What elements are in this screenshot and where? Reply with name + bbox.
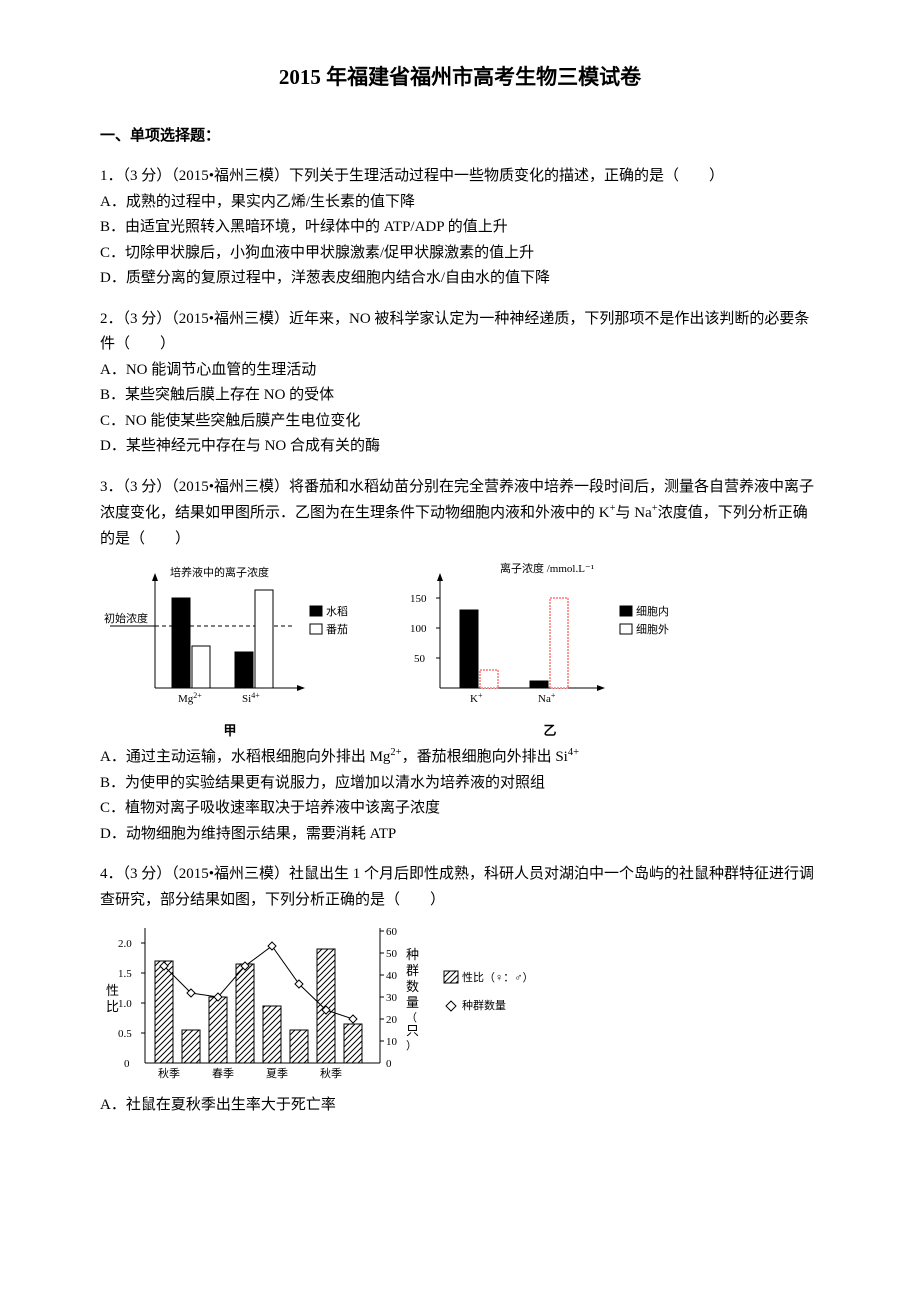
q4-x-autumn1: 秋季 (158, 1066, 180, 1080)
jia-ylabel: 培养液中的离子浓度 (170, 565, 269, 579)
svg-text:量: 量 (406, 995, 419, 1010)
svg-text:）: ） (406, 1039, 417, 1052)
question-1: 1．（3 分）（2015•福州三模）下列关于生理活动过程中一些物质变化的描述，正… (100, 164, 820, 292)
q2-option-c: C．NO 能使某些突触后膜产生电位变化 (100, 409, 820, 435)
yi-ylabel: 离子浓度 /mmol.L⁻¹ (500, 561, 594, 575)
yi-legend-in: 细胞内 (636, 604, 669, 618)
q4-x-spring: 春季 (212, 1067, 234, 1080)
q3-figures: 培养液中的离子浓度 初始浓度 Mg2+ Si4+ 水稻 番茄 (100, 558, 820, 742)
page-title: 2015 年福建省福州市高考生物三模试卷 (100, 60, 820, 96)
q3-fig-jia: 培养液中的离子浓度 初始浓度 Mg2+ Si4+ 水稻 番茄 (100, 558, 360, 742)
svg-text:Na+: Na+ (538, 691, 556, 705)
svg-text:群: 群 (406, 963, 419, 978)
q3-stem-part2: 与 Na (616, 505, 652, 521)
q2-stem: 2．（3 分）（2015•福州三模）近年来，NO 被科学家认定为一种神经递质，下… (100, 307, 820, 358)
q3-option-a: A．通过主动运输，水稻根细胞向外排出 Mg2+，番茄根细胞向外排出 Si4+ (100, 744, 820, 771)
q4-yl-20: 2.0 (118, 938, 132, 950)
q1-option-b: B．由适宜光照转入黑暗环境，叶绿体中的 ATP/ADP 的值上升 (100, 215, 820, 241)
q4-yl-15: 1.5 (118, 968, 132, 980)
q2-option-a: A．NO 能调节心血管的生理活动 (100, 358, 820, 384)
svg-text:Mg2+: Mg2+ (178, 691, 202, 705)
svg-text:只: 只 (406, 1023, 419, 1038)
question-3: 3．（3 分）（2015•福州三模）将番茄和水稻幼苗分别在完全营养液中培养一段时… (100, 475, 820, 848)
q4-x-autumn2: 秋季 (320, 1066, 342, 1080)
q4-yr-10: 10 (386, 1036, 398, 1048)
q4-yr-60: 60 (386, 926, 398, 938)
q3-option-d: D．动物细胞为维持图示结果，需要消耗 ATP (100, 822, 820, 848)
q4-option-a: A．社鼠在夏秋季出生率大于死亡率 (100, 1093, 820, 1119)
q4-yr-30: 30 (386, 992, 398, 1004)
jia-init-label: 初始浓度 (104, 611, 148, 625)
yi-tick-150: 150 (410, 593, 427, 605)
q3-a-part1: A．通过主动运输，水稻根细胞向外排出 Mg (100, 749, 390, 765)
q3-chart-jia: 培养液中的离子浓度 初始浓度 Mg2+ Si4+ 水稻 番茄 (100, 558, 360, 718)
svg-text:K+: K+ (470, 691, 483, 705)
q4-legend-pop: 种群数量 (462, 998, 506, 1012)
question-4: 4．（3 分）（2015•福州三模）社鼠出生 1 个月后即性成熟，科研人员对湖泊… (100, 862, 820, 1119)
q1-option-d: D．质壁分离的复原过程中，洋葱表皮细胞内结合水/自由水的值下降 (100, 266, 820, 292)
q2-option-d: D．某些神经元中存在与 NO 合成有关的酶 (100, 434, 820, 460)
q1-option-a: A．成熟的过程中，果实内乙烯/生长素的值下降 (100, 190, 820, 216)
svg-text:Si4+: Si4+ (242, 691, 260, 705)
yi-legend-out: 细胞外 (636, 623, 669, 636)
yi-tick-50: 50 (414, 653, 426, 665)
q3-stem: 3．（3 分）（2015•福州三模）将番茄和水稻幼苗分别在完全营养液中培养一段时… (100, 475, 820, 553)
q3-option-c: C．植物对离子吸收速率取决于培养液中该离子浓度 (100, 796, 820, 822)
q4-yl-10: 1.0 (118, 998, 132, 1010)
q4-yl-label-line1: 性 (106, 983, 119, 998)
q3-fig-yi: 离子浓度 /mmol.L⁻¹ 50 100 150 K+ Na+ 细胞 (400, 558, 700, 742)
section-heading: 一、单项选择题： (100, 124, 820, 150)
q4-yr-0: 0 (386, 1058, 392, 1070)
yi-caption: 乙 (543, 720, 556, 742)
q4-stem: 4．（3 分）（2015•福州三模）社鼠出生 1 个月后即性成熟，科研人员对湖泊… (100, 862, 820, 913)
svg-text:数: 数 (406, 979, 419, 994)
q1-option-c: C．切除甲状腺后，小狗血液中甲状腺激素/促甲状腺激素的值上升 (100, 241, 820, 267)
jia-legend-rice: 水稻 (326, 605, 348, 618)
q4-chart: 0 0.5 1.0 1.5 2.0 0 10 20 30 40 50 60 性 … (100, 913, 560, 1093)
svg-text:种: 种 (406, 947, 419, 962)
q4-legend-ratio: 性比（♀：♂） (462, 970, 534, 984)
q1-stem: 1．（3 分）（2015•福州三模）下列关于生理活动过程中一些物质变化的描述，正… (100, 164, 820, 190)
q4-yl-label-line2: 比 (106, 999, 119, 1014)
question-2: 2．（3 分）（2015•福州三模）近年来，NO 被科学家认定为一种神经递质，下… (100, 307, 820, 460)
q4-x-summer: 夏季 (266, 1067, 288, 1080)
q4-yr-40: 40 (386, 970, 398, 982)
jia-legend-tomato: 番茄 (326, 622, 348, 636)
q4-yr-50: 50 (386, 948, 398, 960)
q2-option-b: B．某些突触后膜上存在 NO 的受体 (100, 383, 820, 409)
jia-caption: 甲 (223, 720, 236, 742)
yi-tick-100: 100 (410, 623, 427, 635)
q3-a-part2: ，番茄根细胞向外排出 Si (402, 749, 568, 765)
q3-option-b: B．为使甲的实验结果更有说服力，应增加以清水为培养液的对照组 (100, 771, 820, 797)
q4-yr-20: 20 (386, 1014, 398, 1026)
q4-yl-05: 0.5 (118, 1028, 132, 1040)
q4-yl-0: 0 (124, 1058, 130, 1070)
q3-chart-yi: 离子浓度 /mmol.L⁻¹ 50 100 150 K+ Na+ 细胞 (400, 558, 700, 718)
